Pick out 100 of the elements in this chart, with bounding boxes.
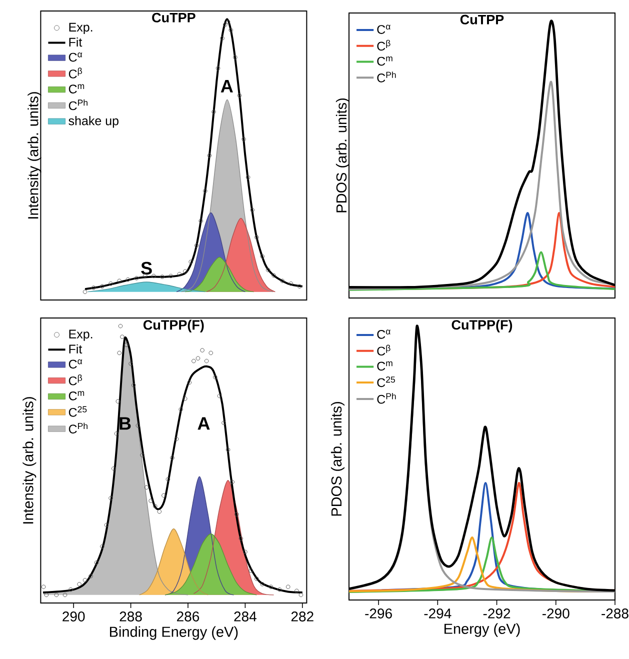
legend-label: Fit [69,37,82,47]
point [168,274,173,278]
annotation: S [141,262,152,275]
point [260,582,264,586]
point [222,420,226,426]
point [114,431,119,436]
point [128,362,133,366]
point [54,592,59,598]
point [268,584,274,590]
x-tick-label: -288 [602,608,628,618]
point [94,560,99,565]
point [212,110,216,114]
point [62,592,68,598]
x-tick-label: 290 [62,612,85,622]
legend-label: Exp. [69,330,92,341]
legend-label: C$^{m}$ [68,391,84,400]
x-tick-label: -296 [365,608,392,618]
point [88,574,93,578]
point [233,55,238,60]
point [144,485,149,490]
legend-label: C$^{m}$ [377,56,392,66]
y-axis-title: PDOS (arb. units) [330,402,344,516]
point [216,66,220,70]
point [237,93,242,98]
chart-title: CuTPP(F) [143,320,204,332]
point [44,592,49,598]
point [152,274,156,278]
point [82,290,88,294]
legend-label: C$^{β}$ [377,40,390,51]
point [254,235,259,240]
point [277,587,282,592]
point [118,324,123,328]
point [204,358,209,364]
point [160,274,164,279]
point [188,260,193,264]
legend-label: C$^{α}$ [377,24,390,34]
point [196,356,200,360]
point [194,243,199,248]
x-tick-label: 282 [291,612,314,622]
x-tick-label: -292 [483,608,510,618]
point [203,188,208,194]
legend-label: C$^{Ph}$ [68,99,88,110]
point [91,286,96,290]
point [248,568,254,573]
point [226,20,230,24]
point [182,396,188,401]
point [170,456,174,460]
point [226,448,230,452]
point [272,273,276,278]
point [223,22,228,27]
point [200,348,204,352]
legend-label: C$^{Ph}$ [377,392,396,404]
legend-label: C$^{25}$ [377,376,395,388]
point [108,496,113,500]
y-axis-title: Intensity (arb. units) [28,92,42,218]
annotation: A [198,417,210,430]
chart-title: CuTPP [152,12,196,22]
point [234,512,239,516]
point [108,281,113,286]
legend-label: Exp. [69,22,92,34]
point [286,584,290,590]
legend-label: C$^{α}$ [377,330,390,339]
point [162,493,166,498]
x-tick-label: 284 [234,612,256,622]
point [116,399,120,404]
point [192,358,196,364]
point [230,480,234,484]
point [250,208,254,212]
point [228,28,234,32]
chart-title: CuTPP(F) [452,320,512,332]
x-axis-title: Energy (eV) [444,623,520,637]
point [187,380,192,385]
point [298,592,304,598]
point [126,277,130,282]
legend-label: shake up [68,116,118,128]
x-tick-label: -294 [424,608,452,618]
point [182,269,188,274]
point [280,278,285,284]
point [136,423,140,428]
legend-label: C$^{α}$ [68,52,82,62]
point [140,452,144,458]
point [246,175,250,180]
annotation: A [220,80,233,92]
point [148,498,153,503]
point [242,136,246,142]
point [124,342,129,348]
point [288,281,294,286]
x-tick-label: -290 [542,608,570,618]
point [220,36,224,40]
point [117,350,122,356]
point [100,544,104,549]
point [174,436,179,442]
point [82,578,88,582]
legend-label: C$^{β}$ [377,344,390,356]
point [131,383,136,388]
point [152,504,158,508]
point [294,588,299,594]
y-axis-title: Intensity (arb. units) [22,397,36,524]
legend-label: C$^{m}$ [68,84,84,94]
point [41,584,46,590]
